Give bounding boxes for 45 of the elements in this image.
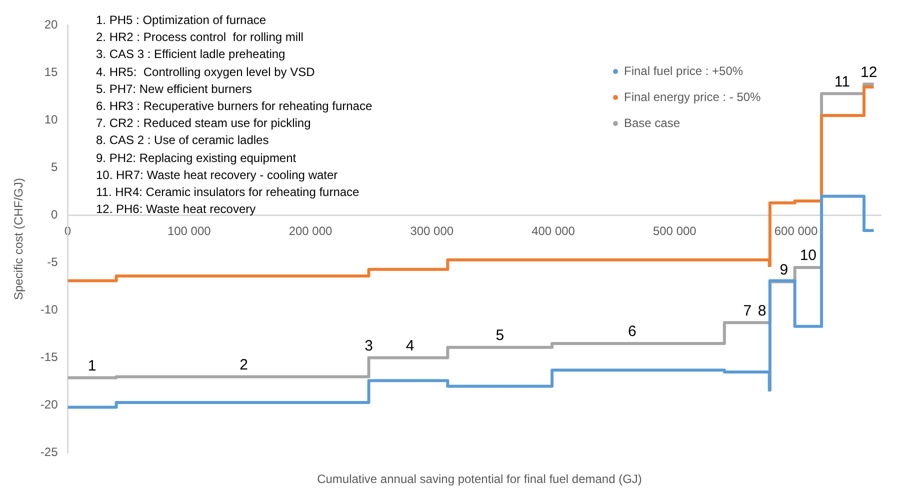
annotation: 7 — [743, 302, 752, 320]
y-tick-label: -20 — [40, 398, 58, 412]
annotation: 1 — [88, 357, 96, 374]
legend-label: Base case — [624, 115, 680, 132]
annotation: 11 — [834, 73, 850, 90]
y-tick-label: 0 — [51, 208, 58, 222]
legend-label: Final fuel price : +50% — [624, 63, 744, 80]
x-tick-label: 200 000 — [288, 224, 333, 238]
annotation: 5 — [496, 326, 504, 344]
x-axis-title: Cumulative annual saving potential for final fuel demand (GJ) — [316, 472, 643, 486]
x-tick-label: 100 000 — [167, 224, 212, 238]
y-tick-label: -5 — [47, 255, 58, 270]
annotation: 9 — [780, 261, 788, 278]
annotation: 2 — [240, 356, 248, 374]
annotation: 12 — [860, 64, 878, 81]
y-tick-label: 10 — [44, 112, 58, 127]
annotation: 4. HR5: Controlling oxygen level by VSD — [96, 64, 316, 81]
y-tick-label: -15 — [40, 350, 58, 364]
y-tick-label: 5 — [51, 160, 58, 174]
annotation: 4 — [406, 337, 414, 354]
y-tick-label: 20 — [44, 18, 58, 32]
x-tick-label: 600 000 — [774, 224, 818, 238]
y-tick-label: -25 — [40, 445, 58, 460]
annotation: 6. HR3 : Recuperative burners for reheating furnace — [96, 98, 372, 116]
y-axis-title: Specific cost (CHF/GJ) — [12, 178, 26, 300]
y-tick-label: 15 — [44, 65, 58, 80]
annotation: 8. CAS 2 : Use of ceramic ladles — [96, 132, 270, 150]
annotation: 1. PH5 : Optimization of furnace — [96, 12, 268, 29]
y-tick-label: -10 — [40, 302, 58, 317]
annotation: 10 — [800, 247, 817, 264]
annotation: 10. HR7: Waste heat recovery - cooling water — [96, 166, 339, 184]
annotation: 3 — [364, 337, 373, 354]
legend-label: Final energy price : - 50% — [624, 89, 761, 106]
x-tick-label: 400 000 — [532, 224, 576, 238]
annotation: 7. CR2 : Reduced steam use for pickling — [96, 115, 312, 132]
annotation: 2. HR2 : Process control for rolling mill — [96, 29, 304, 46]
annotation: 12. PH6: Waste heat recovery — [96, 201, 257, 218]
x-tick-label: 300 000 — [410, 224, 454, 238]
annotation: 8 — [758, 302, 766, 320]
x-tick-label: 500 000 — [652, 224, 697, 238]
annotation: 6 — [628, 323, 636, 340]
annotation: 11. HR4: Ceramic insulators for reheating furnace — [96, 184, 360, 202]
annotation: 3. CAS 3 : Efficient ladle preheating — [96, 46, 286, 64]
annotation: 9. PH2: Replacing existing equipment — [96, 150, 298, 167]
annotation: 5. PH7: New efficient burners — [96, 80, 253, 98]
